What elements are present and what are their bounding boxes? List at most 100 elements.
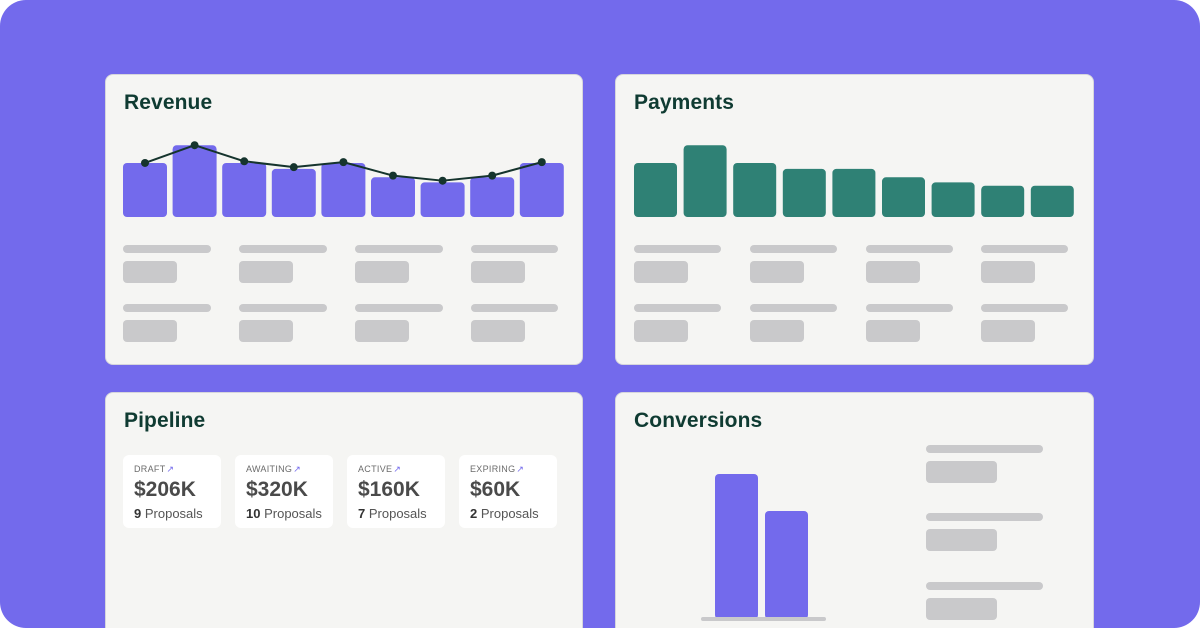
stat-value: $206K xyxy=(134,478,196,501)
payments-bar xyxy=(683,145,727,217)
revenue-trend-point xyxy=(389,171,397,180)
stat-label: ACTIVE↗ xyxy=(358,464,402,474)
placeholder-block xyxy=(239,320,293,342)
revenue-trend-point xyxy=(240,157,249,166)
placeholder-block xyxy=(981,320,1035,342)
pipeline-card[interactable]: Pipeline DRAFT↗ $206K 9 Proposals AWAITI… xyxy=(105,392,583,628)
pipeline-stat-draft[interactable]: DRAFT↗ $206K 9 Proposals xyxy=(123,455,221,528)
revenue-bar xyxy=(271,168,316,217)
placeholder-line xyxy=(634,304,721,312)
arrow-up-right-icon: ↗ xyxy=(393,464,402,474)
placeholder-line xyxy=(866,304,953,312)
placeholder-line xyxy=(926,582,1043,590)
placeholder-block xyxy=(926,529,997,551)
payments-bar xyxy=(1030,185,1074,217)
payments-bar xyxy=(634,162,677,217)
placeholder-line xyxy=(471,245,558,253)
pipeline-stat-active[interactable]: ACTIVE↗ $160K 7 Proposals xyxy=(347,455,445,528)
placeholder-line xyxy=(123,304,211,312)
placeholder-block xyxy=(750,320,804,342)
arrow-up-right-icon: ↗ xyxy=(516,464,525,474)
revenue-title: Revenue xyxy=(124,91,213,114)
placeholder-block xyxy=(750,261,804,283)
placeholder-block xyxy=(634,261,688,283)
placeholder-line xyxy=(355,304,443,312)
stat-label: EXPIRING↗ xyxy=(470,464,525,474)
placeholder-block xyxy=(471,261,525,283)
stat-label: AWAITING↗ xyxy=(246,464,302,474)
placeholder-line xyxy=(866,245,953,253)
revenue-trend-point xyxy=(141,158,149,167)
revenue-trend-point xyxy=(289,163,298,172)
placeholder-line xyxy=(239,245,327,253)
placeholder-line xyxy=(926,513,1043,521)
conversions-bar xyxy=(715,474,758,619)
placeholder-block xyxy=(355,261,409,283)
payments-bar xyxy=(981,185,1025,217)
placeholder-block xyxy=(355,320,409,342)
payments-title: Payments xyxy=(634,91,735,114)
placeholder-block xyxy=(926,461,997,483)
payments-chart xyxy=(634,145,1074,217)
payments-bar xyxy=(832,168,876,217)
placeholder-line xyxy=(750,245,837,253)
revenue-bar xyxy=(321,162,366,217)
stat-count: 9 Proposals xyxy=(134,506,203,521)
stat-label: DRAFT↗ xyxy=(134,464,175,474)
arrow-up-right-icon: ↗ xyxy=(293,464,302,474)
placeholder-line xyxy=(634,245,721,253)
pipeline-stat-awaiting[interactable]: AWAITING↗ $320K 10 Proposals xyxy=(235,455,333,528)
revenue-bar xyxy=(222,162,267,217)
revenue-bar xyxy=(371,177,415,217)
placeholder-line xyxy=(123,245,211,253)
placeholder-line xyxy=(355,245,443,253)
payments-bar xyxy=(733,162,777,217)
stat-value: $60K xyxy=(470,478,521,501)
conversions-baseline xyxy=(701,617,826,621)
revenue-trend-point xyxy=(438,176,447,185)
placeholder-block xyxy=(239,261,293,283)
payments-card[interactable]: Payments xyxy=(615,74,1094,365)
placeholder-line xyxy=(471,304,558,312)
revenue-trend-point xyxy=(190,141,199,150)
payments-bar xyxy=(931,182,975,217)
placeholder-line xyxy=(981,304,1068,312)
stat-count: 7 Proposals xyxy=(358,506,427,521)
revenue-bar xyxy=(519,162,564,217)
revenue-trend-point xyxy=(339,158,348,167)
conversions-bar xyxy=(765,511,808,619)
arrow-up-right-icon: ↗ xyxy=(166,464,175,474)
conversions-title: Conversions xyxy=(634,409,763,432)
stat-count: 2 Proposals xyxy=(470,506,539,521)
placeholder-block xyxy=(123,320,177,342)
placeholder-line xyxy=(750,304,837,312)
conversions-chart xyxy=(701,474,826,621)
placeholder-line xyxy=(926,445,1043,453)
placeholder-block xyxy=(981,261,1035,283)
stat-count: 10 Proposals xyxy=(246,506,322,521)
conversions-card[interactable]: Conversions xyxy=(615,392,1094,628)
revenue-chart xyxy=(123,141,564,217)
placeholder-block xyxy=(123,261,177,283)
revenue-bar xyxy=(420,182,465,217)
placeholder-block xyxy=(866,320,920,342)
revenue-bar xyxy=(123,162,167,217)
revenue-bar xyxy=(470,177,515,217)
revenue-bar xyxy=(172,145,217,217)
revenue-card[interactable]: Revenue xyxy=(105,74,583,365)
revenue-trend-point xyxy=(537,158,546,167)
pipeline-title: Pipeline xyxy=(124,409,206,432)
stat-value: $160K xyxy=(358,478,420,501)
placeholder-line xyxy=(981,245,1068,253)
placeholder-block xyxy=(471,320,525,342)
placeholder-line xyxy=(239,304,327,312)
placeholder-block xyxy=(866,261,920,283)
payments-bar xyxy=(882,177,925,217)
placeholder-block xyxy=(634,320,688,342)
placeholder-block xyxy=(926,598,997,620)
stat-value: $320K xyxy=(246,478,308,501)
payments-bar xyxy=(782,168,826,217)
revenue-trend-point xyxy=(488,171,497,180)
pipeline-stat-expiring[interactable]: EXPIRING↗ $60K 2 Proposals xyxy=(459,455,557,528)
